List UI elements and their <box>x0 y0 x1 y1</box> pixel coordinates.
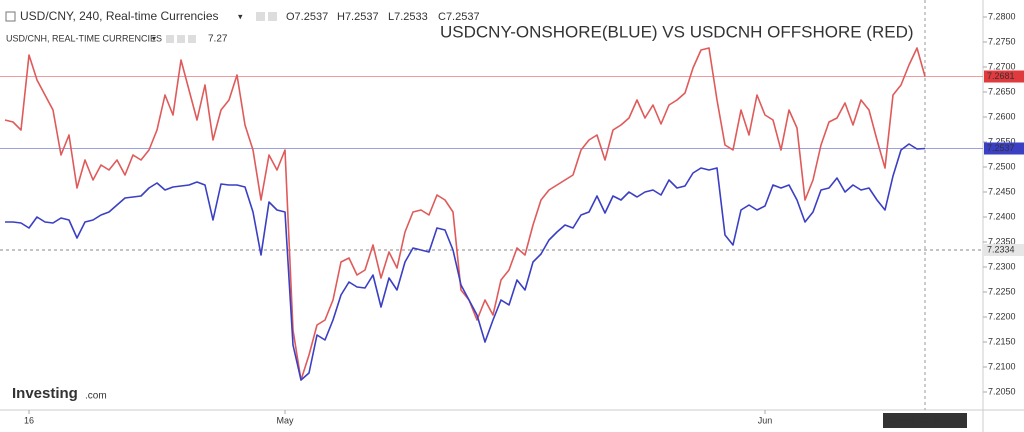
y-tick-label: 7.2650 <box>988 86 1016 96</box>
ohlc-close: C7.2537 <box>438 11 480 23</box>
y-tick-label: 7.2050 <box>988 386 1016 396</box>
compare-title: USD/CNH, REAL-TIME CURRENCIES <box>6 33 162 43</box>
settings-icon[interactable] <box>256 12 265 21</box>
y-tick-label: 7.2300 <box>988 261 1016 271</box>
logo: Investing <box>12 385 78 402</box>
x-tick-label: 16 <box>24 415 34 425</box>
x-tick-label: Jun <box>758 415 773 425</box>
y-tick-label: 7.2750 <box>988 36 1016 46</box>
dropdown-icon[interactable]: ▾ <box>152 34 156 43</box>
y-tick-label: 7.2400 <box>988 211 1016 221</box>
chart-title: USDCNY-ONSHORE(BLUE) VS USDCNH OFFSHORE … <box>440 22 914 41</box>
price-label-box <box>984 244 1024 256</box>
y-tick-label: 7.2800 <box>988 11 1016 21</box>
dropdown-icon[interactable]: ▾ <box>238 11 243 21</box>
ohlc-low: L7.2533 <box>388 11 428 23</box>
ohlc-high: H7.2537 <box>337 11 379 23</box>
price-label: 7.2681 <box>987 71 1015 81</box>
y-tick-label: 7.2550 <box>988 136 1016 146</box>
price-label: 7.2334 <box>987 244 1015 254</box>
collapse-icon[interactable] <box>5 11 16 22</box>
y-tick-label: 7.2350 <box>988 236 1016 246</box>
y-tick-label: 7.2100 <box>988 361 1016 371</box>
crosshair-label: 2024-06-12 04:00:00 <box>883 415 967 425</box>
series-line <box>5 143 926 381</box>
y-tick-label: 7.2250 <box>988 286 1016 296</box>
y-tick-label: 7.2500 <box>988 161 1016 171</box>
settings-icon[interactable] <box>188 35 196 43</box>
crosshair-label-box <box>883 413 967 428</box>
ohlc-open: O7.2537 <box>286 11 328 23</box>
settings-icon[interactable] <box>177 35 185 43</box>
y-tick-label: 7.2600 <box>988 111 1016 121</box>
y-tick-label: 7.2700 <box>988 61 1016 71</box>
price-label-box <box>984 142 1024 155</box>
price-label: 7.2537 <box>987 143 1015 153</box>
settings-icon[interactable] <box>166 35 174 43</box>
series-line <box>4 47 926 381</box>
price-label-box <box>984 70 1024 83</box>
settings-icon[interactable] <box>268 12 277 21</box>
y-tick-label: 7.2150 <box>988 336 1016 346</box>
x-tick-label: May <box>276 415 294 425</box>
compare-value: 7.27 <box>208 34 228 45</box>
y-tick-label: 7.2450 <box>988 186 1016 196</box>
logo-suffix: .com <box>85 391 107 402</box>
y-tick-label: 7.2200 <box>988 311 1016 321</box>
symbol-title: USD/CNY, 240, Real-time Currencies <box>20 9 219 23</box>
